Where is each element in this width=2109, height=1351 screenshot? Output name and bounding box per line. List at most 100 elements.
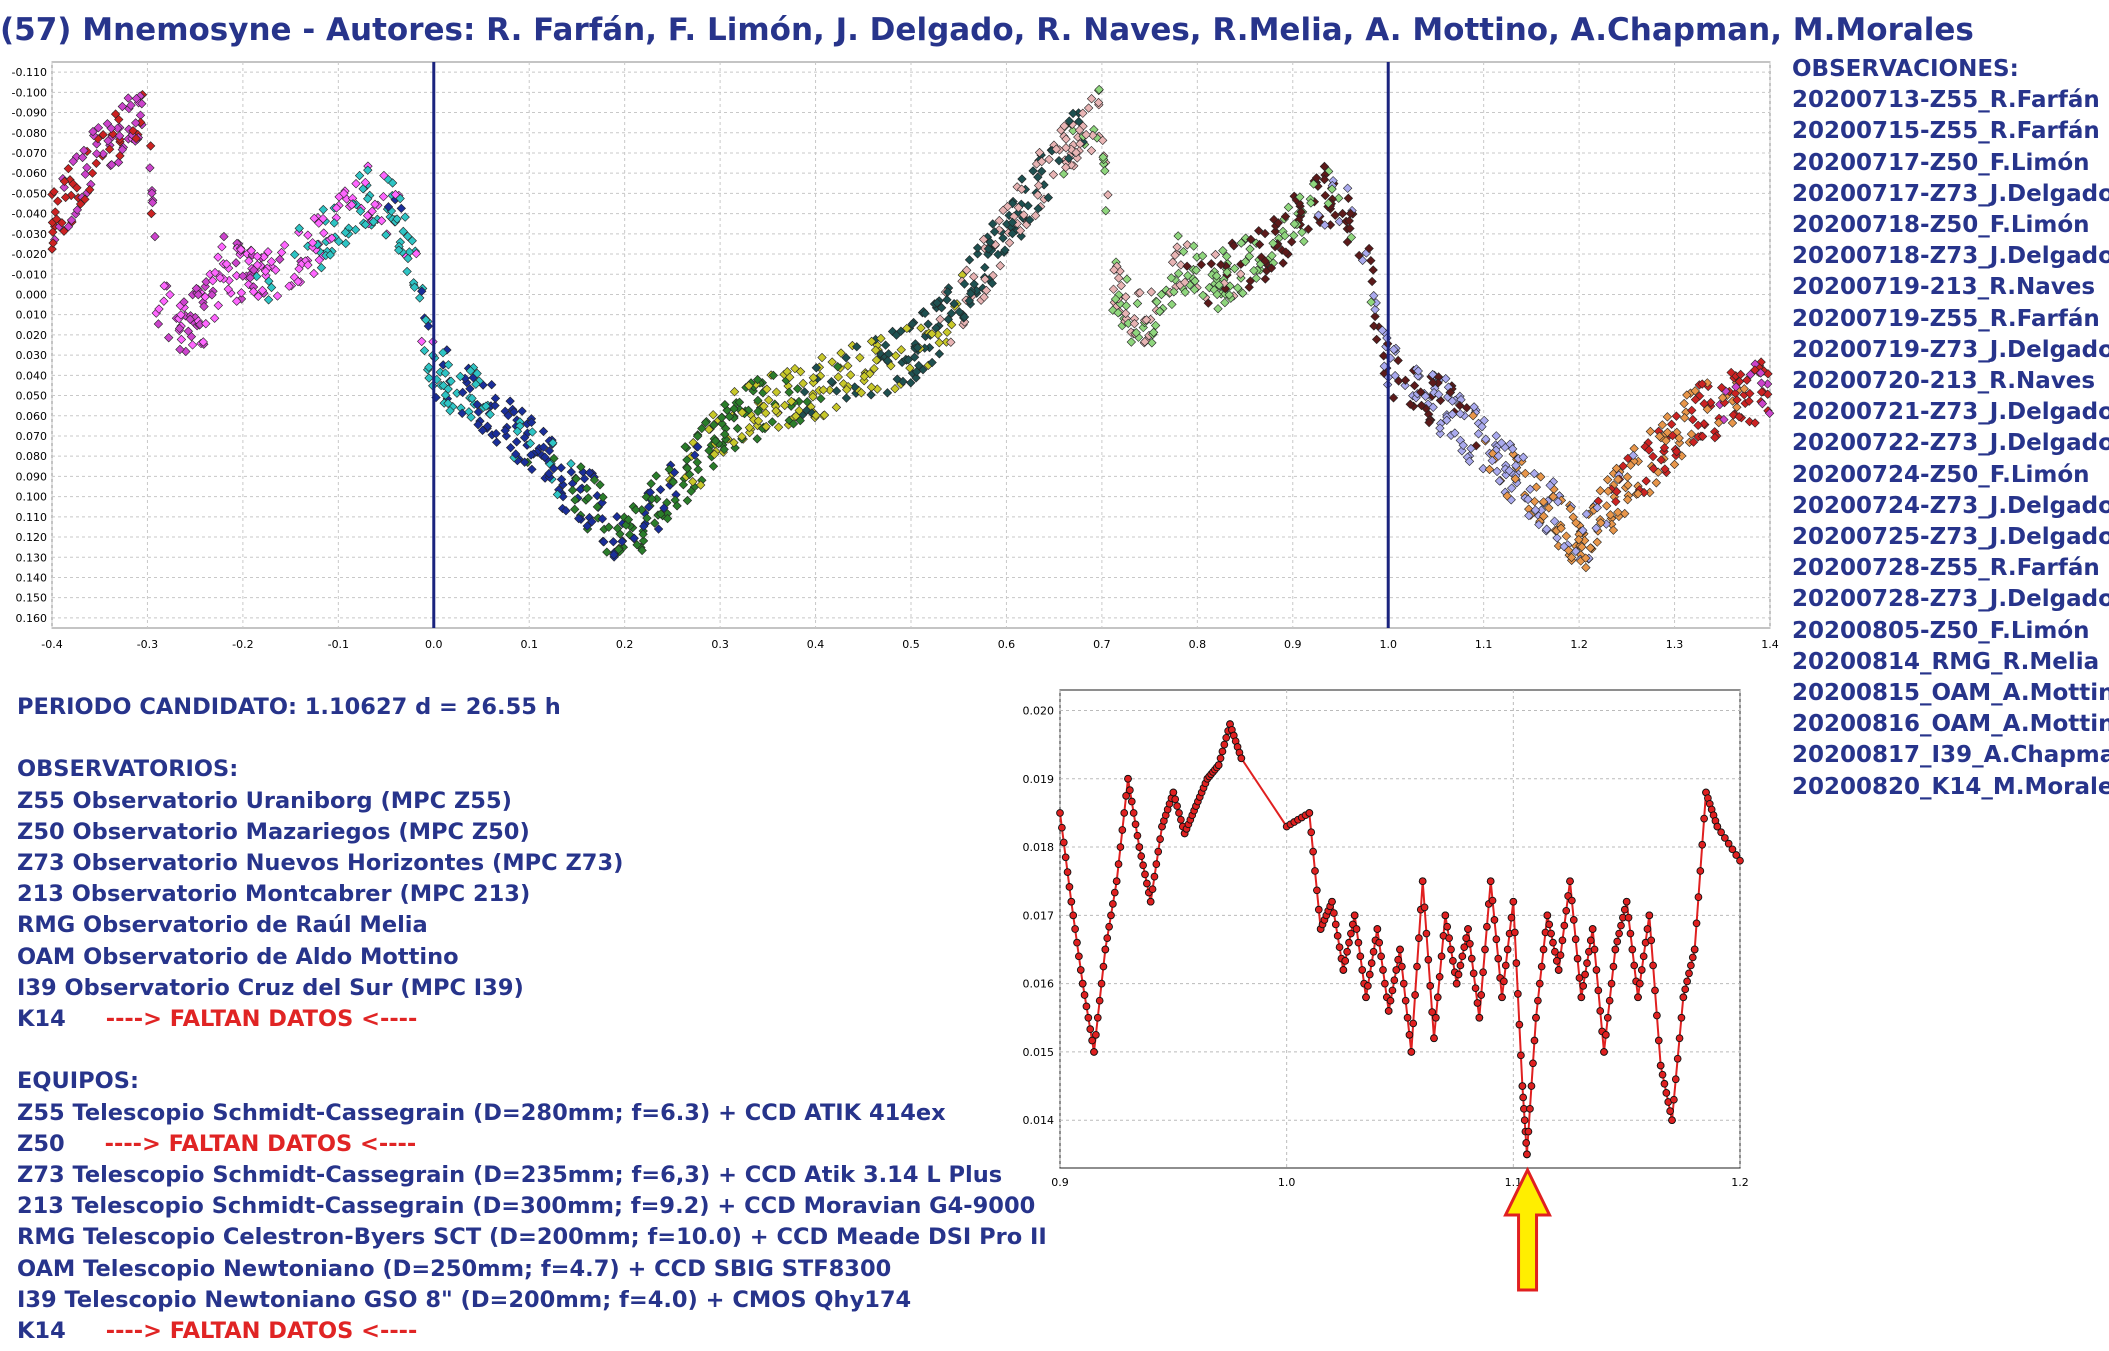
scatter-point	[1367, 276, 1377, 287]
scatter-point	[465, 384, 475, 394]
scatter-point	[1536, 472, 1546, 482]
inset-point	[1335, 943, 1344, 952]
inset-point	[1466, 939, 1474, 948]
inset-point	[1611, 945, 1620, 954]
inset-point	[1517, 1051, 1525, 1060]
scatter-point	[50, 207, 60, 217]
inset-point	[1175, 809, 1183, 817]
inset-point	[1061, 853, 1070, 862]
inset-point	[1518, 1082, 1527, 1090]
inset-point	[1124, 774, 1132, 783]
inset-point	[1707, 805, 1716, 814]
inset-point	[1294, 815, 1302, 824]
scatter-point	[1379, 351, 1389, 361]
inset-point	[1535, 979, 1544, 988]
inset-point	[1320, 916, 1329, 924]
inset-point	[1384, 1007, 1393, 1015]
inset-point	[1158, 822, 1166, 831]
scatter-point	[690, 450, 700, 460]
inset-point	[1462, 934, 1470, 942]
observation-item: 20200719-Z73_J.Delgado	[1792, 336, 2109, 363]
inset-point	[1103, 934, 1112, 942]
inset-series-line	[1059, 720, 1741, 1155]
scatter-point	[1278, 258, 1288, 268]
scatter-point	[1017, 174, 1027, 184]
y-tick-label: 0.060	[16, 410, 48, 423]
x-tick-label: -0.4	[41, 638, 62, 651]
scatter-point	[164, 333, 174, 343]
inset-point	[1192, 802, 1200, 810]
x-tick-label: -0.2	[232, 638, 253, 651]
scatter-point	[1176, 260, 1186, 270]
observation-item: 20200820_K14_M.Morales	[1792, 773, 2109, 800]
missing-data-text: ----> FALTAN DATOS <----	[104, 1130, 417, 1157]
inset-point	[1392, 966, 1401, 974]
inset-point	[1137, 852, 1146, 861]
inset-point	[1583, 959, 1591, 967]
inset-point	[1169, 788, 1178, 797]
inset-point	[1362, 993, 1370, 1002]
scatter-point	[1203, 298, 1213, 308]
inset-point	[1084, 1013, 1093, 1022]
scatter-point	[1123, 318, 1133, 329]
inset-point	[1452, 979, 1461, 988]
inset-point	[1211, 765, 1219, 774]
scatter-point	[1435, 423, 1445, 433]
inset-point	[1666, 1107, 1674, 1115]
inset-point	[1118, 826, 1127, 834]
inset-point	[1407, 1048, 1416, 1056]
inset-point	[1577, 993, 1586, 1002]
scatter-point	[187, 340, 198, 350]
inset-point	[1150, 872, 1159, 881]
scatter-point	[692, 431, 703, 441]
inset-point	[1430, 1034, 1438, 1043]
inset-point	[1656, 1061, 1665, 1070]
inset-point	[1509, 897, 1518, 906]
inset-point	[1681, 985, 1690, 994]
inset-point	[1692, 919, 1701, 928]
inset-point	[1135, 843, 1144, 851]
inset-point	[1675, 1034, 1684, 1043]
scatter-point	[931, 323, 941, 333]
inset-point	[1333, 931, 1342, 940]
inset-point	[1186, 815, 1195, 824]
inset-point	[1566, 877, 1574, 886]
inset-point	[1433, 993, 1442, 1002]
scatter-point	[1189, 241, 1199, 251]
inset-point	[1521, 1127, 1530, 1136]
scatter-point	[1146, 287, 1157, 297]
scatter-point	[452, 388, 462, 398]
inset-point	[1475, 1013, 1484, 1022]
inset-point	[1067, 897, 1076, 906]
scatter-point	[396, 203, 406, 214]
scatter-point	[1669, 459, 1680, 470]
inset-point	[1658, 1070, 1667, 1079]
inset-point	[1212, 763, 1221, 772]
inset-point	[1554, 966, 1563, 974]
x-tick-label: 0.0	[425, 638, 443, 651]
inset-point	[1199, 784, 1208, 792]
info-panel: PERIODO CANDIDATO: 1.10627 d = 26.55 h O…	[17, 692, 1047, 1347]
observatories-heading: OBSERVATORIOS:	[17, 756, 239, 783]
observation-item: 20200719-213_R.Naves	[1792, 274, 2096, 301]
missing-data-text: ----> FALTAN DATOS <----	[105, 1006, 418, 1033]
scatter-point	[1393, 355, 1403, 366]
inset-point	[1594, 986, 1603, 995]
inset-point	[1526, 1104, 1534, 1113]
inset-point	[1350, 911, 1359, 920]
inset-point	[1141, 870, 1149, 879]
inset-point	[1464, 925, 1472, 933]
inset-point	[1394, 955, 1402, 964]
scatter-point	[473, 407, 484, 417]
scatter-point	[1645, 426, 1656, 437]
inset-point	[1523, 1150, 1531, 1159]
scatter-point	[1150, 320, 1161, 331]
inset-point	[1641, 938, 1650, 947]
equipment-item: I39 Telescopio Newtoniano GSO 8" (D=200m…	[17, 1286, 912, 1313]
inset-point	[1345, 938, 1353, 947]
scatter-point	[1148, 327, 1159, 338]
equipment-item: 213 Telescopio Schmidt-Cassegrain (D=300…	[17, 1193, 1036, 1220]
inset-point	[1297, 813, 1306, 822]
inset-point	[1645, 911, 1654, 920]
inset-point	[1059, 838, 1068, 847]
